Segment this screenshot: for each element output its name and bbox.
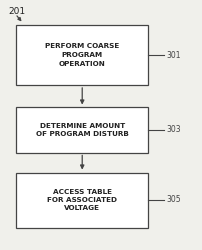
Text: ACCESS TABLE
FOR ASSOCIATED
VOLTAGE: ACCESS TABLE FOR ASSOCIATED VOLTAGE [47, 188, 117, 212]
Bar [16, 25, 147, 85]
Text: 201: 201 [8, 8, 25, 16]
Text: PERFORM COARSE
PROGRAM
OPERATION: PERFORM COARSE PROGRAM OPERATION [45, 44, 119, 66]
Text: 301: 301 [166, 50, 180, 59]
Text: 303: 303 [166, 126, 180, 134]
Bar [16, 172, 147, 228]
Text: DETERMINE AMOUNT
OF PROGRAM DISTURB: DETERMINE AMOUNT OF PROGRAM DISTURB [36, 123, 128, 137]
Bar [16, 108, 147, 152]
Text: 305: 305 [166, 196, 180, 204]
